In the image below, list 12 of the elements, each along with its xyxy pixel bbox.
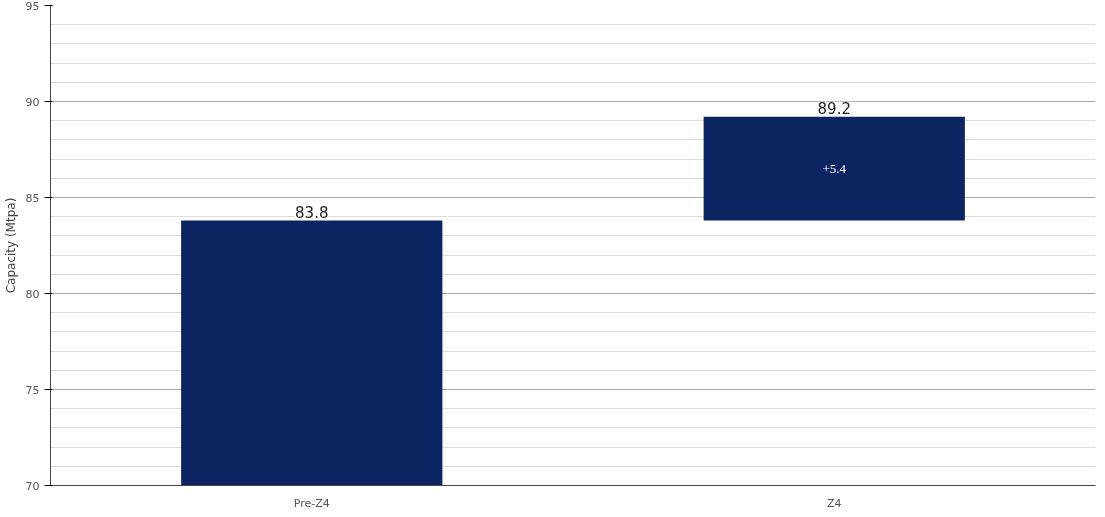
y-tick-label: 80 bbox=[25, 287, 40, 301]
y-tick-label: 95 bbox=[25, 0, 40, 13]
y-tick-label: 75 bbox=[25, 383, 40, 397]
x-tick-label: Pre-Z4 bbox=[293, 496, 330, 510]
x-tick-label: Z4 bbox=[826, 496, 842, 510]
y-tick-label: 70 bbox=[25, 479, 40, 493]
y-axis-title: Capacity (Mtpa) bbox=[3, 197, 18, 294]
annotation: 83.8 bbox=[295, 203, 329, 222]
y-tick-label: 85 bbox=[25, 191, 40, 205]
annotation: 89.2 bbox=[817, 99, 851, 118]
data-label: +5.4 bbox=[822, 160, 847, 176]
y-tick-label: 90 bbox=[25, 95, 40, 109]
